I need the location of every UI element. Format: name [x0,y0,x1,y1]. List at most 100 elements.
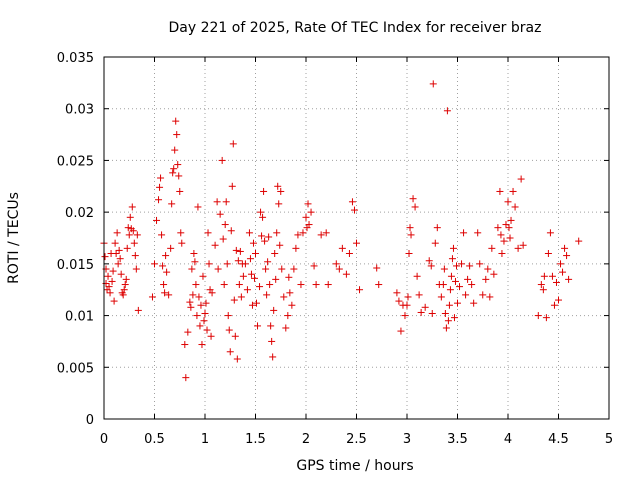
data-point [239,272,247,280]
data-point [452,262,460,270]
data-point [405,250,413,258]
data-point [305,221,313,229]
data-point [550,301,558,309]
data-point [500,237,508,245]
data-point [302,213,310,221]
data-point [404,293,412,301]
data-point [353,239,360,247]
data-point [468,281,476,289]
data-point [317,231,325,239]
data-point [134,306,142,314]
data-point [509,187,517,195]
data-point [131,252,139,260]
data-point [539,286,547,294]
data-point [227,227,235,235]
data-point [191,258,199,266]
data-point [233,355,241,363]
data-point [161,289,169,297]
data-point [214,265,222,273]
data-point [132,265,140,273]
data-point [119,291,127,299]
data-point [148,293,156,301]
data-point [130,239,138,247]
data-point [165,291,173,299]
data-point [158,231,166,239]
data-point [129,227,137,235]
data-point [441,310,449,318]
data-point [177,229,185,237]
data-point [277,187,285,195]
data-point [411,203,419,211]
data-point [208,289,216,297]
x-tick-label: 3 [403,432,411,447]
data-point [511,203,519,211]
data-point [484,265,492,273]
data-point [194,203,202,211]
data-point [226,348,234,356]
data-point [496,187,504,195]
data-point [447,272,455,280]
data-point [442,324,450,332]
data-point [224,312,232,320]
data-point [218,156,226,164]
data-point [373,264,381,272]
data-point [105,283,113,291]
data-point [265,233,273,241]
x-tick-label: 2 [302,432,310,447]
data-point [230,296,238,304]
data-point [159,262,167,270]
data-point [350,206,358,214]
data-point [184,328,192,336]
data-point [497,231,505,239]
data-point [444,317,452,325]
data-point [259,213,267,221]
data-point [269,353,277,361]
data-point [205,260,213,268]
data-point [546,229,554,237]
data-point [222,198,230,206]
data-point [199,272,207,280]
y-tick-label: 0.03 [65,103,94,118]
data-point [284,312,292,320]
data-point [440,265,448,273]
data-point [182,374,190,382]
data-point [111,239,119,247]
data-point [110,297,118,305]
data-point [124,224,132,232]
data-point [276,241,284,249]
data-point [198,341,206,349]
data-point [245,229,253,237]
x-tick-label: 3.5 [447,432,468,447]
data-point [113,229,121,237]
data-point [167,244,175,252]
data-point [479,291,487,299]
data-point [225,326,233,334]
data-point [271,250,279,258]
data-point [310,262,318,270]
data-point [437,293,445,301]
data-point [446,286,454,294]
data-point [176,187,184,195]
data-point [192,281,200,289]
data-point [482,275,490,283]
data-point [211,241,219,249]
data-point [178,239,186,247]
data-point [207,332,215,340]
data-point [171,146,179,154]
data-point [263,291,271,299]
data-point [250,274,258,282]
data-point [232,246,240,254]
data-point [106,289,114,297]
y-tick-label: 0.025 [57,154,94,169]
y-tick-label: 0.015 [57,258,94,273]
data-point [219,235,227,243]
data-point [433,224,441,232]
data-point [451,277,459,285]
data-point [157,174,165,182]
data-point [406,224,414,232]
data-point [494,224,502,232]
data-point [285,273,293,281]
data-point [125,231,133,239]
data-point [403,301,411,309]
